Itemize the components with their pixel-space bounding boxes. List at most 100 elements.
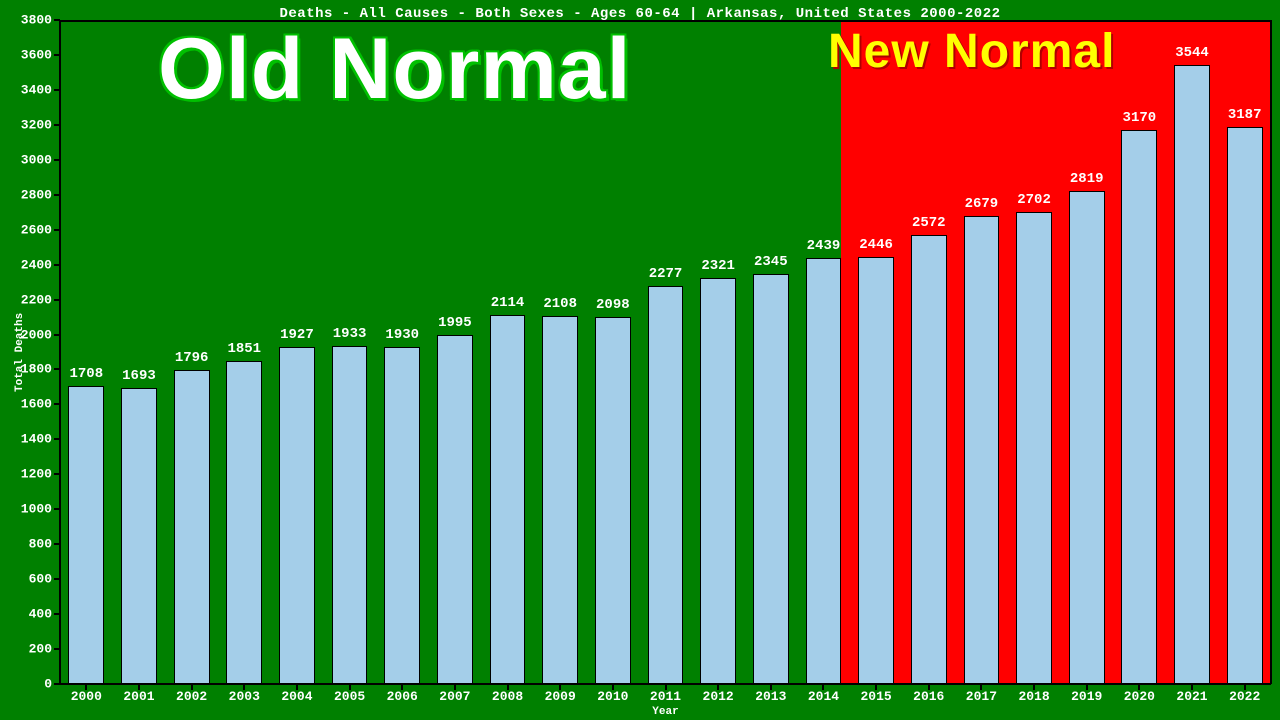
x-tick-label: 2014 — [793, 689, 853, 704]
bar — [437, 335, 473, 684]
y-tick-mark — [54, 578, 60, 580]
x-tick-mark — [349, 684, 351, 690]
x-tick-label: 2018 — [1004, 689, 1064, 704]
y-tick-mark — [54, 124, 60, 126]
x-tick-label: 2019 — [1057, 689, 1117, 704]
x-tick-mark — [1086, 684, 1088, 690]
x-tick-label: 2009 — [530, 689, 590, 704]
y-tick-label: 600 — [2, 572, 52, 587]
bar-value-label: 1693 — [104, 368, 174, 384]
bar-value-label: 3170 — [1104, 110, 1174, 126]
y-tick-mark — [54, 543, 60, 545]
bar-value-label: 2702 — [999, 192, 1069, 208]
y-tick-mark — [54, 473, 60, 475]
y-axis-line — [59, 20, 61, 684]
x-tick-mark — [1244, 684, 1246, 690]
bar-value-label: 3544 — [1157, 45, 1227, 61]
y-tick-label: 2200 — [2, 292, 52, 307]
y-tick-mark — [54, 229, 60, 231]
bar — [279, 347, 315, 684]
y-tick-label: 1400 — [2, 432, 52, 447]
x-tick-label: 2010 — [583, 689, 643, 704]
x-tick-mark — [822, 684, 824, 690]
bar — [1016, 212, 1052, 684]
x-tick-label: 2000 — [56, 689, 116, 704]
x-tick-label: 2008 — [478, 689, 538, 704]
bar-value-label: 2446 — [841, 237, 911, 253]
y-tick-label: 3800 — [2, 13, 52, 28]
x-tick-mark — [1191, 684, 1193, 690]
bar — [68, 386, 104, 684]
y-tick-mark — [54, 299, 60, 301]
x-tick-mark — [928, 684, 930, 690]
x-tick-mark — [191, 684, 193, 690]
y-tick-mark — [54, 508, 60, 510]
bar — [753, 274, 789, 684]
x-tick-label: 2022 — [1215, 689, 1275, 704]
bar — [121, 388, 157, 684]
x-tick-label: 2002 — [162, 689, 222, 704]
y-tick-mark — [54, 159, 60, 161]
y-tick-label: 1000 — [2, 502, 52, 517]
x-tick-mark — [875, 684, 877, 690]
y-tick-label: 400 — [2, 607, 52, 622]
x-tick-mark — [665, 684, 667, 690]
bar — [332, 346, 368, 684]
bar — [700, 278, 736, 684]
x-tick-mark — [401, 684, 403, 690]
x-tick-mark — [296, 684, 298, 690]
x-tick-label: 2021 — [1162, 689, 1222, 704]
bar — [384, 347, 420, 684]
y-tick-mark — [54, 648, 60, 650]
y-tick-mark — [54, 89, 60, 91]
x-tick-label: 2007 — [425, 689, 485, 704]
deaths-bar-chart: Deaths - All Causes - Both Sexes - Ages … — [0, 0, 1280, 720]
x-tick-label: 2001 — [109, 689, 169, 704]
y-tick-label: 2800 — [2, 187, 52, 202]
x-tick-mark — [85, 684, 87, 690]
x-tick-label: 2003 — [214, 689, 274, 704]
y-axis-label: Total Deaths — [14, 313, 26, 392]
bar — [595, 317, 631, 684]
y-tick-label: 1600 — [2, 397, 52, 412]
bar-value-label: 2345 — [736, 254, 806, 270]
bar — [911, 235, 947, 684]
x-tick-label: 2013 — [741, 689, 801, 704]
y-tick-label: 1200 — [2, 467, 52, 482]
bar — [1121, 130, 1157, 684]
bar-value-label: 2098 — [578, 297, 648, 313]
y-tick-mark — [54, 19, 60, 21]
y-tick-label: 0 — [2, 677, 52, 692]
bar — [806, 258, 842, 684]
bar — [490, 315, 526, 684]
bar — [174, 370, 210, 684]
bar — [964, 216, 1000, 684]
bar-value-label: 2819 — [1052, 171, 1122, 187]
new-normal-annotation: New Normal — [828, 24, 1115, 79]
y-tick-label: 3000 — [2, 152, 52, 167]
bar-value-label: 2572 — [894, 215, 964, 231]
y-tick-mark — [54, 683, 60, 685]
x-tick-mark — [138, 684, 140, 690]
x-tick-mark — [1138, 684, 1140, 690]
y-tick-mark — [54, 194, 60, 196]
x-tick-mark — [559, 684, 561, 690]
y-tick-label: 200 — [2, 642, 52, 657]
x-tick-label: 2015 — [846, 689, 906, 704]
y-tick-label: 2000 — [2, 327, 52, 342]
bar — [858, 257, 894, 684]
x-tick-mark — [1033, 684, 1035, 690]
bar — [1227, 127, 1263, 684]
y-tick-mark — [54, 438, 60, 440]
bar — [648, 286, 684, 684]
x-tick-label: 2020 — [1109, 689, 1169, 704]
x-tick-label: 2017 — [951, 689, 1011, 704]
x-tick-label: 2011 — [636, 689, 696, 704]
x-tick-mark — [243, 684, 245, 690]
bar-value-label: 1995 — [420, 315, 490, 331]
bar — [1174, 65, 1210, 684]
x-tick-mark — [507, 684, 509, 690]
y-tick-mark — [54, 403, 60, 405]
x-tick-label: 2006 — [372, 689, 432, 704]
bar — [226, 361, 262, 684]
